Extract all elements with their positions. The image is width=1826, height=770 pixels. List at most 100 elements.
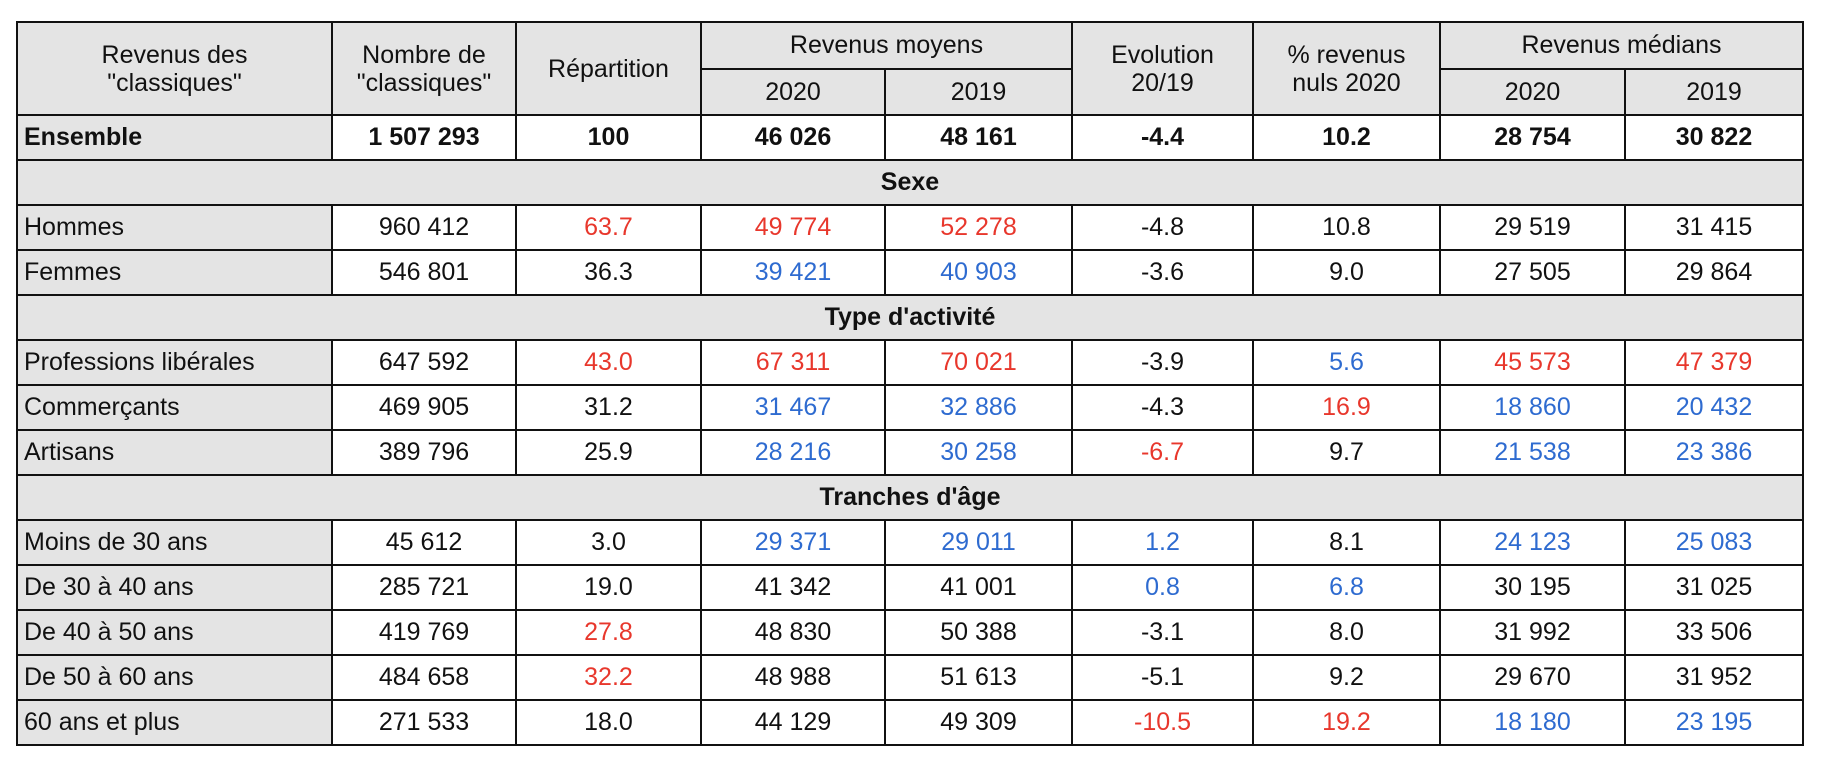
table-cell: 23 386 xyxy=(1624,429,1804,476)
table-cell: -3.6 xyxy=(1071,249,1254,296)
row-label: De 30 à 40 ans xyxy=(16,564,333,611)
header-line: Evolution xyxy=(1111,40,1214,69)
table-body: Ensemble 1 507 293 100 46 026 48 161 -4.4 10.2… xyxy=(16,114,1804,746)
table-cell: 29 519 xyxy=(1439,204,1626,251)
row-label: Commerçants xyxy=(16,384,333,431)
row-label: 60 ans et plus xyxy=(16,699,333,746)
table-cell: 27.8 xyxy=(515,609,702,656)
table-cell: 31.2 xyxy=(515,384,702,431)
table-cell: 5.6 xyxy=(1252,339,1441,386)
table-cell: 31 992 xyxy=(1439,609,1626,656)
row-label: De 40 à 50 ans xyxy=(16,609,333,656)
table-cell: 546 801 xyxy=(331,249,517,296)
table-cell: 27 505 xyxy=(1439,249,1626,296)
table-cell: -6.7 xyxy=(1071,429,1254,476)
row-label: Hommes xyxy=(16,204,333,251)
table-cell: 33 506 xyxy=(1624,609,1804,656)
table-cell: 41 342 xyxy=(700,564,886,611)
table-cell: 70 021 xyxy=(884,339,1073,386)
table-cell: 1 507 293 xyxy=(331,114,517,161)
table-cell: 18.0 xyxy=(515,699,702,746)
table-cell: -4.4 xyxy=(1071,114,1254,161)
table-cell: 47 379 xyxy=(1624,339,1804,386)
table-cell: 8.1 xyxy=(1252,519,1441,566)
table-cell: 52 278 xyxy=(884,204,1073,251)
table-cell: 25.9 xyxy=(515,429,702,476)
table-cell: 49 774 xyxy=(700,204,886,251)
table-cell: 29 371 xyxy=(700,519,886,566)
table-row: Ensemble 1 507 293 100 46 026 48 161 -4.4 10.2… xyxy=(16,114,1804,161)
table-cell: 9.0 xyxy=(1252,249,1441,296)
table-cell: 40 903 xyxy=(884,249,1073,296)
header-line: % revenus xyxy=(1287,40,1406,69)
row-label: De 50 à 60 ans xyxy=(16,654,333,701)
table-cell: -3.9 xyxy=(1071,339,1254,386)
table-cell: -3.1 xyxy=(1071,609,1254,656)
table-cell: 41 001 xyxy=(884,564,1073,611)
row-label: Artisans xyxy=(16,429,333,476)
table-row: Commerçants 469 905 31.2 31 467 32 886 -4.3 16… xyxy=(16,384,1804,431)
table-cell: 21 538 xyxy=(1439,429,1626,476)
header-medians-2020: 2020 xyxy=(1439,67,1626,116)
row-label: Professions libérales xyxy=(16,339,333,386)
row-label: Femmes xyxy=(16,249,333,296)
section-title: Type d'activité xyxy=(16,294,1804,341)
header-evolution: Evolution 20/19 xyxy=(1071,21,1254,116)
header-revenus-medians: Revenus médians xyxy=(1439,21,1804,70)
table-cell: -10.5 xyxy=(1071,699,1254,746)
table-cell: 23 195 xyxy=(1624,699,1804,746)
table-row: De 50 à 60 ans 484 658 32.2 48 988 51 613 -5.… xyxy=(16,654,1804,701)
row-label: Moins de 30 ans xyxy=(16,519,333,566)
table-cell: 29 011 xyxy=(884,519,1073,566)
table-row: Artisans 389 796 25.9 28 216 30 258 -6.7 9.7 21… xyxy=(16,429,1804,476)
table-cell: 8.0 xyxy=(1252,609,1441,656)
table-cell: -5.1 xyxy=(1071,654,1254,701)
table-cell: 18 860 xyxy=(1439,384,1626,431)
table-cell: 44 129 xyxy=(700,699,886,746)
table-cell: 1.2 xyxy=(1071,519,1254,566)
header-medians-2019: 2019 xyxy=(1624,67,1804,116)
table-cell: -4.8 xyxy=(1071,204,1254,251)
table-cell: 647 592 xyxy=(331,339,517,386)
table-cell: 389 796 xyxy=(331,429,517,476)
table-cell: 63.7 xyxy=(515,204,702,251)
table-cell: 25 083 xyxy=(1624,519,1804,566)
table-cell: 16.9 xyxy=(1252,384,1441,431)
header-line: "classiques" xyxy=(107,68,242,97)
table-cell: 48 161 xyxy=(884,114,1073,161)
header-nombre-classiques: Nombre de "classiques" xyxy=(331,21,517,116)
section-row: Tranches d'âge xyxy=(16,474,1804,521)
table-cell: 49 309 xyxy=(884,699,1073,746)
table-cell: 28 216 xyxy=(700,429,886,476)
header-repartition: Répartition xyxy=(515,21,702,116)
table-cell: 960 412 xyxy=(331,204,517,251)
table-cell: 271 533 xyxy=(331,699,517,746)
table-cell: 31 467 xyxy=(700,384,886,431)
header-revenus-classiques: Revenus des "classiques" xyxy=(16,21,333,116)
header-moyens-2020: 2020 xyxy=(700,67,886,116)
header-line: 20/19 xyxy=(1131,68,1194,97)
table-row: De 40 à 50 ans 419 769 27.8 48 830 50 388 -3.… xyxy=(16,609,1804,656)
table-cell: 419 769 xyxy=(331,609,517,656)
table-cell: 31 952 xyxy=(1624,654,1804,701)
table-cell: 0.8 xyxy=(1071,564,1254,611)
table-cell: 469 905 xyxy=(331,384,517,431)
table-cell: 32 886 xyxy=(884,384,1073,431)
table-cell: 9.2 xyxy=(1252,654,1441,701)
table-cell: 31 025 xyxy=(1624,564,1804,611)
table-cell: 18 180 xyxy=(1439,699,1626,746)
table-cell: 46 026 xyxy=(700,114,886,161)
table-cell: 484 658 xyxy=(331,654,517,701)
table-cell: 10.2 xyxy=(1252,114,1441,161)
table-cell: 45 612 xyxy=(331,519,517,566)
table-cell: 3.0 xyxy=(515,519,702,566)
table-cell: 285 721 xyxy=(331,564,517,611)
table-cell: 39 421 xyxy=(700,249,886,296)
table-cell: 36.3 xyxy=(515,249,702,296)
row-label: Ensemble xyxy=(16,114,333,161)
header-line: Nombre de xyxy=(362,40,486,69)
section-row: Type d'activité xyxy=(16,294,1804,341)
header-revenus-moyens: Revenus moyens xyxy=(700,21,1073,70)
table-cell: 100 xyxy=(515,114,702,161)
table-row: 60 ans et plus 271 533 18.0 44 129 49 309 -10… xyxy=(16,699,1804,746)
